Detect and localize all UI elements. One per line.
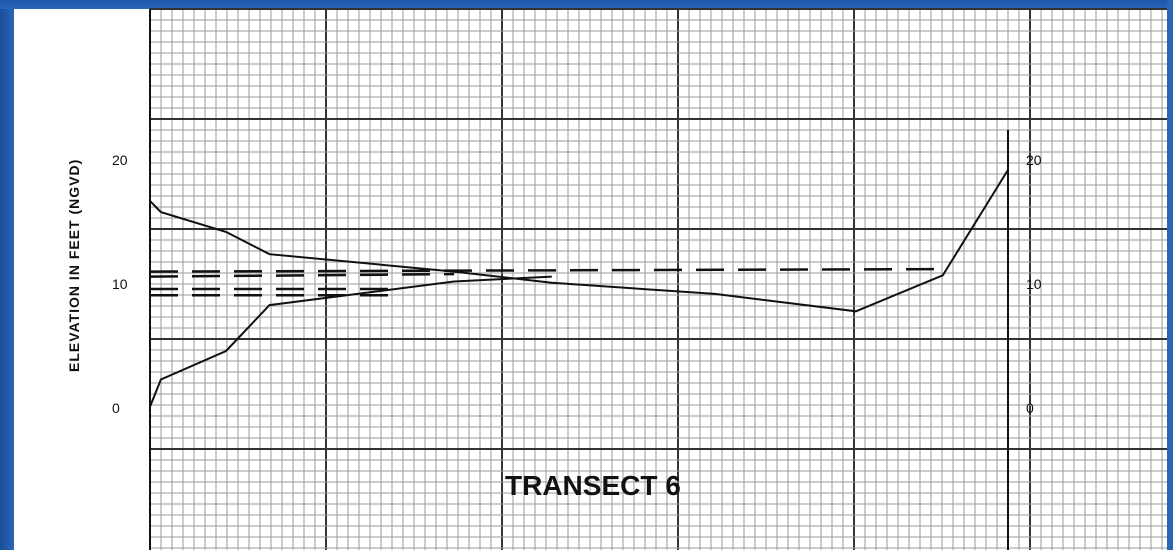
chart-title: TRANSECT 6 <box>505 470 681 501</box>
y-tick-label-left: 20 <box>112 152 128 168</box>
y-tick-label-left: 10 <box>112 276 128 292</box>
chart-grid <box>149 8 1167 550</box>
slide-background-right <box>1167 0 1173 550</box>
water-level-dashed-line <box>149 267 943 273</box>
y-tick-label-left: 0 <box>112 400 120 416</box>
y-tick-label-right: 0 <box>1026 400 1034 416</box>
slide-background-left <box>0 0 14 550</box>
chart-series <box>149 169 1009 408</box>
chart-axes: 20 10 0 20 10 0 <box>112 9 1042 550</box>
water-level-dashed-line <box>149 272 455 278</box>
profile-line <box>149 275 552 408</box>
y-tick-label-right: 20 <box>1026 152 1042 168</box>
slide-background-top <box>0 0 1173 9</box>
profile-line <box>149 169 1009 313</box>
y-axis-label: ELEVATION IN FEET (NGVD) <box>66 159 82 372</box>
y-tick-label-right: 10 <box>1026 276 1042 292</box>
